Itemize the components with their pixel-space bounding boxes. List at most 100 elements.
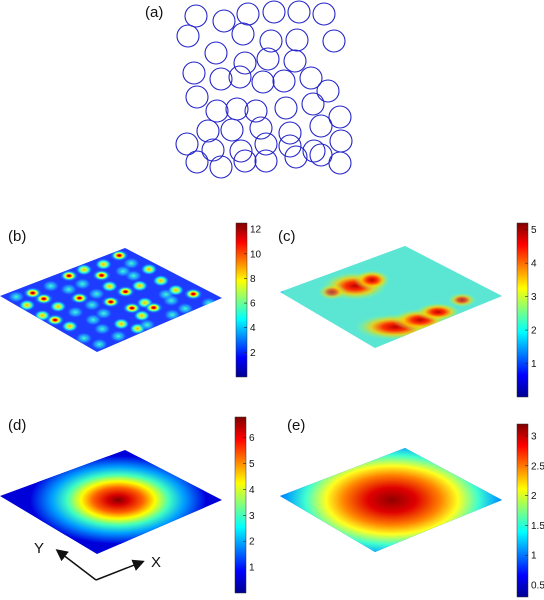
particle-circles	[175, 0, 353, 179]
colorbar-d-tick-label: 3	[249, 511, 255, 522]
particle-circle	[175, 132, 199, 156]
particle-circle	[259, 29, 283, 53]
hotspot	[74, 278, 91, 290]
hotspot	[152, 275, 169, 287]
colorbar-d-tick-label: 4	[249, 485, 255, 496]
hotspot	[76, 332, 92, 344]
hotspot	[91, 338, 108, 350]
hotspot	[60, 270, 78, 282]
hotspot	[123, 257, 140, 269]
particle-circle	[254, 149, 278, 173]
panel-a: (a)	[145, 0, 353, 179]
particle-circle	[220, 118, 244, 142]
particle-circle	[284, 145, 308, 169]
particle-circle	[309, 114, 333, 138]
hotspot	[19, 299, 35, 311]
colorbar-d	[234, 416, 247, 594]
colorbar-d-tick-label: 2	[249, 537, 255, 548]
colorbar-d-ticks: 1 2 3 4 5 6	[243, 433, 255, 574]
hotspot	[70, 292, 89, 304]
colorbar-e	[516, 423, 529, 598]
y-axis-letter: Y	[34, 540, 44, 557]
particle-circle	[278, 134, 302, 158]
colorbar-e-tick-label: 3	[531, 431, 537, 442]
colorbar-b-tick-label: 4	[250, 323, 256, 334]
hotspot	[116, 286, 135, 298]
particle-circle	[184, 4, 208, 28]
hotspot	[88, 288, 105, 300]
hotspot	[201, 297, 217, 309]
hotspot	[42, 280, 59, 292]
particle-circle	[212, 9, 236, 33]
surface-b	[0, 248, 222, 352]
particle-circle	[262, 0, 286, 24]
colorbar-c-tick-label: 5	[531, 225, 537, 236]
hotspot	[46, 314, 65, 326]
colorbar-d-tick-label: 1	[249, 563, 255, 574]
particle-circle	[272, 69, 296, 93]
hotspot	[184, 288, 203, 300]
colorbar-d-tick-label: 5	[249, 459, 255, 470]
particle-circle	[233, 149, 257, 173]
y-axis-arrow	[55, 549, 97, 581]
hotspot	[84, 299, 100, 311]
colorbar-b	[235, 222, 248, 378]
particle-circle	[229, 139, 253, 163]
particle-circle	[299, 66, 323, 90]
colorbar-c-tick-label: 2	[531, 326, 537, 337]
hotspot	[144, 302, 163, 314]
colorbar-e-tick-label: 0.5	[531, 581, 544, 592]
hotspot	[95, 307, 112, 319]
hotspot	[110, 250, 129, 261]
surface-c-bands	[282, 246, 502, 348]
particle-circle	[176, 24, 200, 48]
particle-circle	[201, 138, 225, 162]
colorbar-c-tick-label: 4	[531, 259, 537, 270]
particle-circle	[236, 2, 260, 26]
particle-circle	[316, 79, 340, 103]
colorbar-e-tick-label: 2	[531, 491, 537, 502]
hotspot	[67, 306, 84, 318]
particle-circle	[312, 2, 336, 26]
particle-circle	[251, 70, 275, 94]
hotspot	[131, 280, 148, 292]
particle-circle	[205, 99, 229, 123]
particle-circle	[209, 155, 233, 179]
particle-circle	[256, 47, 280, 71]
colorbar-b-tick-label: 10	[250, 249, 262, 260]
colorbar-c-ticks: 1 2 3 4 5	[525, 225, 537, 370]
particle-circle	[328, 151, 352, 175]
panel-a-label: (a)	[145, 4, 163, 21]
surface-b-hotspots	[8, 250, 217, 350]
colorbar-e-ticks: 0.5 1 1.5 2 2.5 3	[525, 431, 544, 592]
particle-circle	[196, 119, 220, 143]
hotspot	[101, 296, 120, 308]
hotspot	[8, 291, 25, 303]
x-axis-arrow	[95, 559, 145, 581]
colorbar-e-tick-label: 1	[531, 551, 537, 562]
hotspot	[133, 310, 150, 322]
colorbar-b-tick-label: 12	[250, 225, 262, 236]
hotspot	[139, 319, 156, 331]
colorbar-b-tick-label: 6	[250, 299, 256, 310]
panel-b-label: (b)	[8, 228, 26, 245]
hotspot	[164, 309, 181, 321]
hotspot	[60, 283, 77, 295]
x-axis-letter: X	[151, 554, 161, 571]
hotspot	[123, 302, 141, 314]
xy-axes-indicator: X Y	[34, 540, 161, 581]
particle-circle	[182, 61, 206, 85]
hotspot	[125, 270, 142, 282]
hotspot	[141, 263, 157, 275]
particle-circle	[233, 51, 257, 75]
particle-circle	[287, 0, 311, 24]
hotspot	[92, 269, 111, 281]
particle-circle	[244, 99, 268, 123]
colorbar-c-tick-label: 3	[531, 292, 537, 303]
particle-circle	[185, 150, 209, 174]
particle-circle	[249, 116, 273, 140]
colorbar-c	[516, 222, 529, 398]
hotspot	[61, 320, 78, 332]
particle-circle	[302, 139, 326, 163]
